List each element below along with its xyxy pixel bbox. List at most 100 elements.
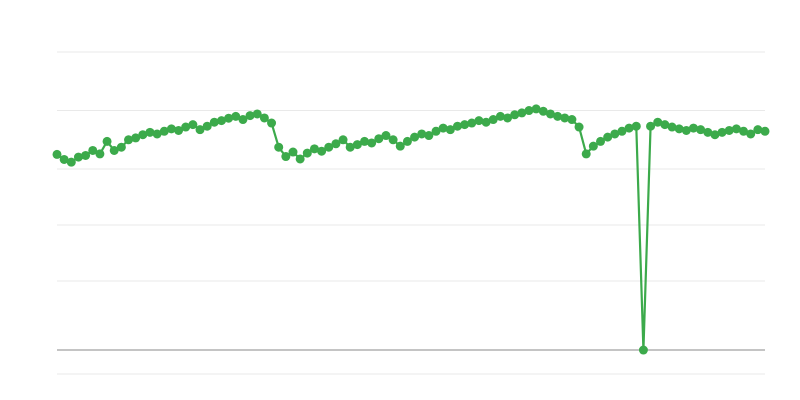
data-point-marker[interactable] <box>517 108 527 118</box>
data-point-marker[interactable] <box>746 129 756 139</box>
data-point-marker[interactable] <box>267 118 277 128</box>
data-point-marker[interactable] <box>638 345 648 355</box>
data-point-marker[interactable] <box>560 113 570 123</box>
data-point-marker[interactable] <box>481 117 491 127</box>
data-point-marker[interactable] <box>431 126 441 136</box>
data-point-marker[interactable] <box>116 142 126 152</box>
data-point-marker[interactable] <box>674 124 684 134</box>
data-point-marker[interactable] <box>460 120 470 130</box>
data-point-marker[interactable] <box>631 121 641 131</box>
data-point-marker[interactable] <box>131 133 141 143</box>
data-point-marker[interactable] <box>317 146 327 156</box>
data-point-marker[interactable] <box>195 125 205 135</box>
data-point-marker[interactable] <box>245 111 255 121</box>
data-point-marker[interactable] <box>66 157 76 167</box>
data-point-marker[interactable] <box>545 109 555 119</box>
data-point-marker[interactable] <box>102 136 112 146</box>
data-point-marker[interactable] <box>646 121 656 131</box>
data-point-marker[interactable] <box>553 111 563 121</box>
data-point-marker[interactable] <box>381 131 391 141</box>
data-point-marker[interactable] <box>188 120 198 130</box>
data-point-marker[interactable] <box>402 136 412 146</box>
data-point-marker[interactable] <box>524 106 534 116</box>
data-point-marker[interactable] <box>224 113 234 123</box>
data-point-marker[interactable] <box>603 132 613 142</box>
data-point-marker[interactable] <box>510 110 520 120</box>
data-point-marker[interactable] <box>567 115 577 125</box>
data-point-marker[interactable] <box>424 131 434 141</box>
data-point-marker[interactable] <box>202 121 212 131</box>
data-point-marker[interactable] <box>596 136 606 146</box>
data-point-marker[interactable] <box>660 120 670 130</box>
data-point-marker[interactable] <box>696 125 706 135</box>
data-point-marker[interactable] <box>367 138 377 148</box>
data-point-marker[interactable] <box>238 115 248 125</box>
data-point-marker[interactable] <box>731 124 741 134</box>
data-point-marker[interactable] <box>159 126 169 136</box>
data-point-marker[interactable] <box>288 147 298 157</box>
data-point-marker[interactable] <box>538 106 548 116</box>
data-point-marker[interactable] <box>395 141 405 151</box>
data-point-marker[interactable] <box>295 154 305 164</box>
data-point-marker[interactable] <box>360 136 370 146</box>
data-point-marker[interactable] <box>617 126 627 136</box>
data-point-marker[interactable] <box>474 116 484 126</box>
data-point-marker[interactable] <box>452 121 462 131</box>
data-point-marker[interactable] <box>331 139 341 149</box>
data-point-marker[interactable] <box>59 154 69 164</box>
data-point-marker[interactable] <box>388 135 398 145</box>
data-point-marker[interactable] <box>338 135 348 145</box>
data-point-marker[interactable] <box>703 127 713 137</box>
data-point-marker[interactable] <box>152 129 162 139</box>
data-point-marker[interactable] <box>209 117 219 127</box>
data-point-marker[interactable] <box>574 122 584 132</box>
data-point-marker[interactable] <box>688 123 698 133</box>
data-point-marker[interactable] <box>438 123 448 133</box>
data-point-marker[interactable] <box>345 142 355 152</box>
data-point-marker[interactable] <box>138 130 148 140</box>
data-point-marker[interactable] <box>531 104 541 114</box>
data-point-marker[interactable] <box>145 127 155 137</box>
data-point-marker[interactable] <box>181 122 191 132</box>
data-point-marker[interactable] <box>259 113 269 123</box>
data-point-marker[interactable] <box>81 150 91 160</box>
data-point-marker[interactable] <box>710 130 720 140</box>
data-point-marker[interactable] <box>309 144 319 154</box>
data-point-marker[interactable] <box>52 149 62 159</box>
data-point-marker[interactable] <box>216 116 226 126</box>
data-point-marker[interactable] <box>467 118 477 128</box>
data-point-marker[interactable] <box>166 124 176 134</box>
data-point-marker[interactable] <box>73 152 83 162</box>
data-point-marker[interactable] <box>324 142 334 152</box>
data-point-marker[interactable] <box>610 129 620 139</box>
data-point-marker[interactable] <box>352 140 362 150</box>
data-point-marker[interactable] <box>174 125 184 135</box>
data-point-marker[interactable] <box>274 142 284 152</box>
data-point-marker[interactable] <box>667 122 677 132</box>
data-point-marker[interactable] <box>445 125 455 135</box>
data-point-marker[interactable] <box>374 134 384 144</box>
data-point-marker[interactable] <box>495 111 505 121</box>
data-point-marker[interactable] <box>760 126 770 136</box>
data-point-marker[interactable] <box>724 125 734 135</box>
data-point-marker[interactable] <box>410 132 420 142</box>
data-point-marker[interactable] <box>302 148 312 158</box>
data-point-marker[interactable] <box>588 141 598 151</box>
data-point-marker[interactable] <box>681 125 691 135</box>
data-point-marker[interactable] <box>653 117 663 127</box>
data-point-marker[interactable] <box>95 149 105 159</box>
data-point-marker[interactable] <box>488 115 498 125</box>
data-point-marker[interactable] <box>503 113 513 123</box>
data-point-marker[interactable] <box>739 126 749 136</box>
data-point-marker[interactable] <box>231 111 241 121</box>
data-point-marker[interactable] <box>252 109 262 119</box>
data-point-marker[interactable] <box>581 149 591 159</box>
data-point-marker[interactable] <box>624 123 634 133</box>
data-point-marker[interactable] <box>109 145 119 155</box>
data-point-marker[interactable] <box>753 125 763 135</box>
data-point-marker[interactable] <box>281 152 291 162</box>
data-point-marker[interactable] <box>124 135 134 145</box>
data-point-marker[interactable] <box>88 145 98 155</box>
data-point-marker[interactable] <box>717 127 727 137</box>
data-point-marker[interactable] <box>417 129 427 139</box>
